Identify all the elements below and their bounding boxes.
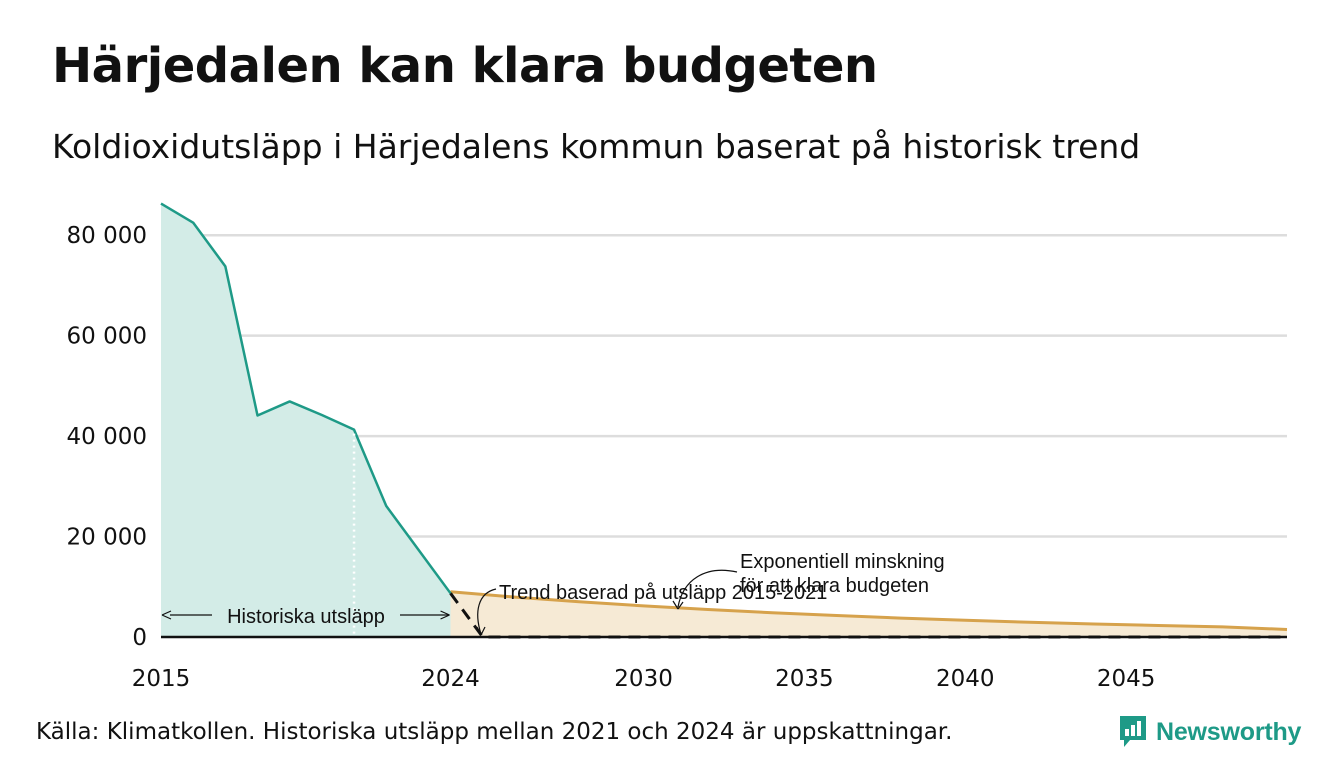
arrow-left-head [161,610,172,620]
x-tick-label: 2040 [936,666,995,692]
x-tick-label: 2030 [614,666,673,692]
y-tick-label: 20 000 [67,525,147,551]
newsworthy-logo[interactable]: Newsworthy [1118,714,1301,750]
annotation-exponential-line2: för att klara budgeten [740,575,929,597]
trend-arrow-head [476,626,486,636]
axis-layer: 0 20 000 40 000 60 000 80 000 2015 2024 2030 203… [67,223,1287,692]
area-layer [161,203,1287,638]
chart-title: Härjedalen kan klara budgeten [52,38,878,94]
trend-arrow-curve [477,588,497,635]
annotation-historical: Historiska utsläpp [227,606,385,628]
y-tick-label: 40 000 [67,424,147,450]
budget-arrow-head [672,600,684,610]
chart-subtitle: Koldioxidutsläpp i Härjedalens kommun ba… [52,127,1141,166]
y-tick-label: 0 [132,625,147,651]
arrow-right-head [440,610,450,620]
newsworthy-chart-icon [1120,716,1146,747]
x-tick-label: 2045 [1097,666,1156,692]
source-note: Källa: Klimatkollen. Historiska utsläpp … [36,719,953,745]
x-tick-label: 2015 [132,666,191,692]
x-tick-label: 2024 [421,666,480,692]
historical-line [160,202,452,595]
budget-line [450,590,1288,631]
historical-area [161,203,451,638]
budget-arrow-curve [677,569,738,608]
x-tick-label: 2035 [775,666,834,692]
annotation-trend: Trend baserad på utsläpp 2015-2021 [499,582,827,604]
annotation-layer: Historiska utsläpp Trend baserad på utsl… [161,551,945,636]
y-tick-label: 80 000 [67,223,147,249]
logo-text: Newsworthy [1156,717,1302,746]
annotation-exponential-line1: Exponentiell minskning [740,551,945,573]
y-tick-label: 60 000 [67,324,147,350]
budget-area [450,591,1287,637]
